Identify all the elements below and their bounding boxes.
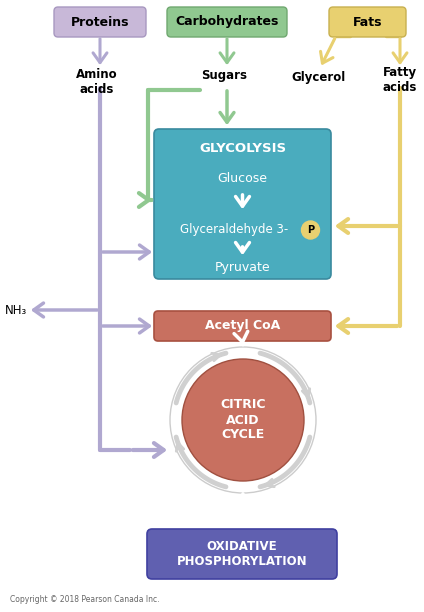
Circle shape xyxy=(301,221,320,239)
Text: Amino
acids: Amino acids xyxy=(76,68,118,96)
Text: NH₃: NH₃ xyxy=(5,304,27,316)
Circle shape xyxy=(170,347,316,493)
Text: Glucose: Glucose xyxy=(218,171,268,184)
Circle shape xyxy=(182,359,304,481)
FancyBboxPatch shape xyxy=(154,311,331,341)
Text: Glycerol: Glycerol xyxy=(291,72,345,84)
Text: P: P xyxy=(307,225,314,235)
FancyBboxPatch shape xyxy=(167,7,287,37)
Text: OXIDATIVE
PHOSPHORYLATION: OXIDATIVE PHOSPHORYLATION xyxy=(177,540,307,568)
Text: GLYCOLYSIS: GLYCOLYSIS xyxy=(199,141,286,154)
Text: Sugars: Sugars xyxy=(201,70,247,83)
Text: CITRIC
ACID
CYCLE: CITRIC ACID CYCLE xyxy=(220,398,266,441)
Text: Acetyl CoA: Acetyl CoA xyxy=(205,319,280,332)
Text: Proteins: Proteins xyxy=(71,15,129,29)
Text: Pyruvate: Pyruvate xyxy=(215,261,271,275)
Text: Copyright © 2018 Pearson Canada Inc.: Copyright © 2018 Pearson Canada Inc. xyxy=(10,595,159,605)
FancyBboxPatch shape xyxy=(147,529,337,579)
FancyBboxPatch shape xyxy=(329,7,406,37)
Text: Fats: Fats xyxy=(353,15,383,29)
FancyBboxPatch shape xyxy=(154,129,331,279)
FancyBboxPatch shape xyxy=(54,7,146,37)
Text: Carbohydrates: Carbohydrates xyxy=(175,15,279,29)
Text: Glyceraldehyde 3-: Glyceraldehyde 3- xyxy=(180,223,289,236)
Text: Fatty
acids: Fatty acids xyxy=(383,66,417,94)
